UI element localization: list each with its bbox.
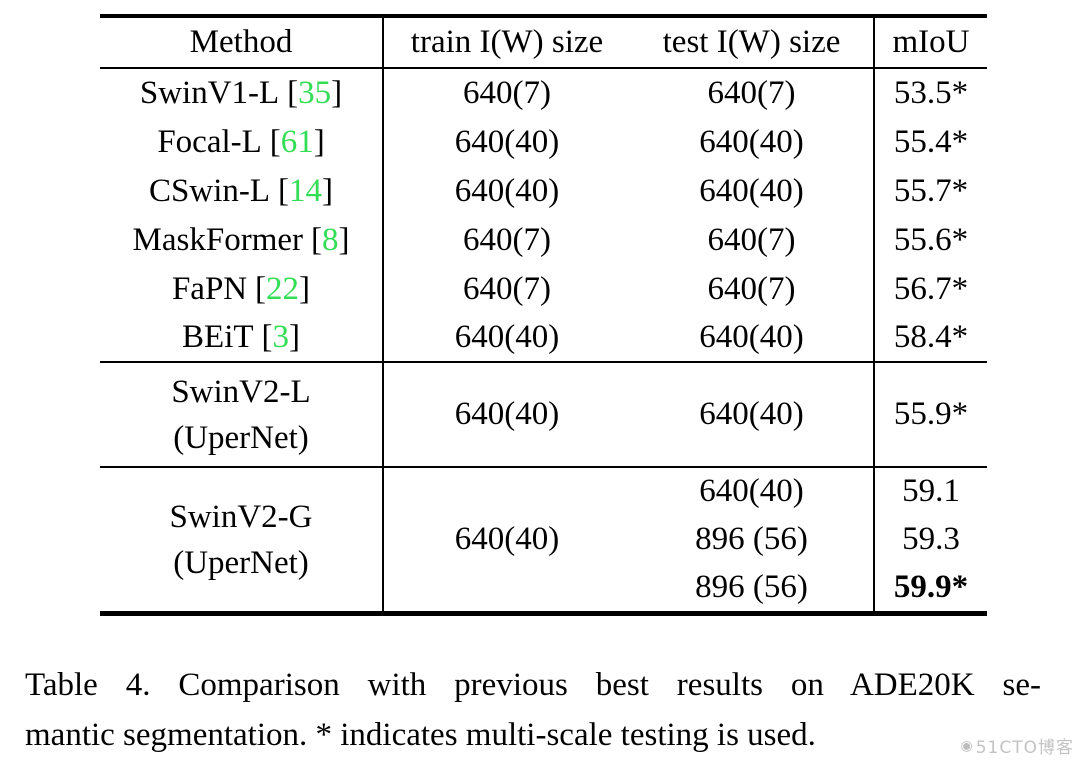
table-caption-line1: Table 4. Comparison with previous best r… [25, 667, 1041, 703]
method-name: MaskFormer [132, 222, 304, 258]
method-name: CSwin-L [149, 173, 271, 209]
method-cell: SwinV1-L [35] [100, 69, 384, 118]
method-cell: BEiT [3] [100, 314, 384, 361]
citation-bracket: ] [288, 319, 300, 355]
site-watermark: ◉ 51CTO博客 [960, 733, 1075, 759]
test-size-value: 896 (56) [695, 568, 808, 605]
watermark-text: 51CTO博客 [975, 738, 1074, 758]
table-header-row: Method train I(W) size test I(W) size mI… [100, 18, 987, 69]
miou-cell: 55.6* [893, 222, 969, 258]
miou-value: 59.3 [902, 520, 960, 557]
miou-column-header: mIoU [892, 24, 970, 60]
circle-dot-icon: ◉ [960, 737, 974, 754]
miou-cell: 55.4* [893, 124, 969, 160]
test-size-cell: 640(7) [630, 216, 875, 265]
test-size-cell: 640(40) [630, 314, 875, 361]
method-column-header: Method [100, 18, 384, 67]
test-size-cell: 640(7) [630, 69, 875, 118]
citation-number: 22 [266, 271, 300, 307]
test-size-cell: 640(40) 896 (56) 896 (56) [630, 468, 875, 611]
method-cell: SwinV2-G (UperNet) [100, 468, 384, 611]
train-size-cell: 640(40) [454, 521, 560, 557]
test-size-cell: 640(40) [630, 363, 875, 466]
method-cell: Focal-L [61] [100, 118, 384, 167]
test-size-column-header: test I(W) size [630, 18, 875, 67]
table-row: BEiT [3] 640(40) 640(40) 58.4* [100, 314, 987, 363]
test-size-cell: 640(40) [630, 167, 875, 216]
method-framework: (UperNet) [173, 419, 309, 456]
method-name: SwinV2-L [171, 373, 311, 410]
method-cell: FaPN [22] [100, 265, 384, 314]
citation-bracket: [ [287, 75, 299, 111]
citation-number: 35 [298, 75, 332, 111]
citation-bracket: [ [255, 271, 267, 307]
miou-cell: 58.4* [893, 319, 969, 355]
method-framework: (UperNet) [173, 544, 309, 581]
citation-bracket: [ [269, 124, 281, 160]
table-caption: Table 4. Comparison with previous best r… [25, 660, 1041, 760]
train-size-cell: 640(40) [454, 173, 560, 209]
table-row-swinv2-l: SwinV2-L (UperNet) 640(40) 640(40) 55.9* [100, 363, 987, 468]
citation-bracket: ] [331, 75, 343, 111]
train-size-cell: 640(40) [454, 396, 560, 432]
test-size-value: 896 (56) [695, 520, 808, 557]
citation-bracket: [ [310, 222, 322, 258]
train-size-column-header: train I(W) size [410, 24, 604, 60]
train-size-cell: 640(7) [463, 222, 551, 258]
method-name: SwinV1-L [139, 75, 280, 111]
miou-value: 59.1 [902, 473, 960, 510]
method-name: Focal-L [157, 124, 262, 160]
miou-cell: 59.1 59.3 59.9* [875, 468, 987, 611]
method-cell: SwinV2-L (UperNet) [100, 363, 384, 466]
miou-cell: 53.5* [893, 75, 969, 111]
train-size-cell: 640(7) [463, 271, 551, 307]
test-size-cell: 640(7) [630, 265, 875, 314]
table-row: Focal-L [61] 640(40) 640(40) 55.4* [100, 118, 987, 167]
method-cell: CSwin-L [14] [100, 167, 384, 216]
citation-bracket: ] [338, 222, 350, 258]
citation-number: 14 [288, 173, 322, 209]
train-size-cell: 640(7) [463, 75, 551, 111]
citation-bracket: [ [277, 173, 289, 209]
miou-cell: 56.7* [893, 271, 969, 307]
table-row: MaskFormer [8] 640(7) 640(7) 55.6* [100, 216, 987, 265]
method-name: SwinV2-G [169, 498, 313, 535]
citation-number: 3 [272, 319, 289, 355]
train-size-cell: 640(40) [454, 124, 560, 160]
table-caption-line2: mantic segmentation. * indicates multi-s… [25, 717, 816, 753]
miou-cell: 55.7* [893, 173, 969, 209]
citation-number: 61 [280, 124, 314, 160]
table-row: FaPN [22] 640(7) 640(7) 56.7* [100, 265, 987, 314]
table-row: SwinV1-L [35] 640(7) 640(7) 53.5* [100, 69, 987, 118]
citation-bracket: [ [261, 319, 273, 355]
miou-value-best: 59.9* [893, 568, 969, 605]
test-size-value: 640(40) [699, 473, 804, 510]
train-size-cell: 640(40) [454, 319, 560, 355]
citation-bracket: ] [313, 124, 325, 160]
miou-cell: 55.9* [893, 396, 969, 432]
citation-number: 8 [321, 222, 339, 258]
test-size-cell: 640(40) [630, 118, 875, 167]
table-row-swinv2-g: SwinV2-G (UperNet) 640(40) 640(40) 896 (… [100, 468, 987, 611]
method-name: BEiT [182, 319, 254, 355]
citation-bracket: ] [299, 271, 311, 307]
citation-bracket: ] [321, 173, 333, 209]
table-row: CSwin-L [14] 640(40) 640(40) 55.7* [100, 167, 987, 216]
method-name: FaPN [171, 271, 248, 307]
method-cell: MaskFormer [8] [100, 216, 384, 265]
results-table: Method train I(W) size test I(W) size mI… [100, 14, 987, 616]
